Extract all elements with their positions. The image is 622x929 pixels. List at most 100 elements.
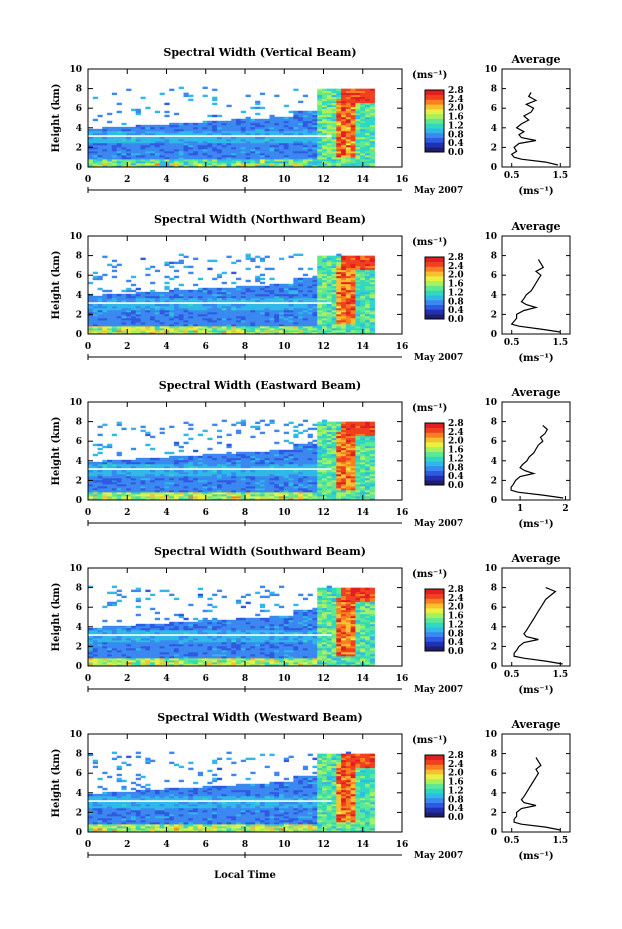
heatmap-cell xyxy=(331,120,337,124)
heatmap-cell xyxy=(341,90,347,94)
heatmap-cell xyxy=(298,126,304,130)
heatmap-cell xyxy=(312,162,318,166)
heatmap-cell xyxy=(255,142,261,146)
heatmap-cell xyxy=(259,164,266,168)
heatmap-cell xyxy=(130,160,137,164)
heatmap-cell xyxy=(231,160,237,164)
heatmap-cell xyxy=(317,325,323,329)
heatmap-cell xyxy=(360,148,366,152)
heatmap-cell xyxy=(111,477,118,481)
heatmap-cell xyxy=(169,323,175,327)
heatmap-cell xyxy=(341,433,347,437)
heatmap-cell xyxy=(312,497,318,501)
heatmap-cell xyxy=(269,491,275,495)
heatmap-cell xyxy=(341,148,347,152)
heatmap-cell xyxy=(369,293,375,297)
heatmap-cell xyxy=(102,150,108,154)
heatmap-cell xyxy=(221,327,227,331)
heatmap-cell xyxy=(293,443,299,447)
heatmap-cell xyxy=(336,122,342,126)
heatmap-cell xyxy=(331,317,337,321)
heatmap-cell xyxy=(226,152,232,156)
heatmap-cell xyxy=(212,154,218,158)
heatmap-cell xyxy=(326,487,332,491)
heatmap-cell xyxy=(341,94,347,98)
heatmap-cell xyxy=(336,297,342,301)
colorbar-segment xyxy=(425,94,444,100)
heatmap-cell xyxy=(221,126,227,130)
heatmap-cell xyxy=(259,144,266,148)
heatmap-cell xyxy=(188,154,194,158)
profile-frame xyxy=(501,235,571,335)
heatmap-cell xyxy=(312,291,318,295)
heatmap-cell xyxy=(202,128,208,132)
heatmap-cell xyxy=(97,325,103,329)
heatmap-cell xyxy=(107,130,113,134)
heatmap-cell xyxy=(102,144,108,148)
heatmap-cell xyxy=(240,110,246,114)
heatmap-cell xyxy=(130,293,137,297)
heatmap-cell xyxy=(364,116,371,120)
heatmap-cell xyxy=(259,289,266,293)
heatmap-cell xyxy=(350,493,356,497)
heatmap-cell xyxy=(88,295,94,299)
heatmap-cell xyxy=(341,108,347,112)
heatmap-cell xyxy=(178,164,184,168)
heatmap-cell xyxy=(111,463,118,467)
heatmap-cell xyxy=(145,479,151,483)
heatmap-cell xyxy=(126,489,132,493)
heatmap-cell xyxy=(283,160,289,164)
heatmap-cell xyxy=(293,323,299,327)
heatmap-cell xyxy=(164,126,170,130)
heatmap-cell xyxy=(274,94,280,98)
heatmap-cell xyxy=(288,291,294,295)
heatmap-cell xyxy=(207,297,213,301)
heatmap-cell xyxy=(250,469,256,473)
heatmap-cell xyxy=(145,489,151,493)
heatmap-cell xyxy=(193,465,199,469)
heatmap-cell xyxy=(126,148,132,152)
heatmap-cell xyxy=(178,305,184,309)
heatmap-cell xyxy=(107,489,113,493)
heatmap-cell xyxy=(193,449,199,453)
heatmap-cell xyxy=(250,146,256,150)
heatmap-cell xyxy=(197,289,204,293)
heatmap-cell xyxy=(312,311,318,315)
heatmap-cell xyxy=(97,144,103,148)
heatmap-cell xyxy=(350,301,356,305)
heatmap-cell xyxy=(107,148,113,152)
heatmap-cell xyxy=(250,465,256,469)
heatmap-cell xyxy=(245,267,251,271)
heatmap-cell xyxy=(202,497,208,501)
heatmap-cell xyxy=(159,140,165,144)
heatmap-cell xyxy=(126,479,132,483)
heatmap-cell xyxy=(154,160,161,164)
heatmap-cell xyxy=(364,160,371,164)
heatmap-cell xyxy=(197,489,204,493)
heatmap-cell xyxy=(188,146,194,150)
heatmap-cell xyxy=(307,317,313,321)
heatmap-cell xyxy=(88,142,94,146)
heatmap-cell xyxy=(326,154,332,158)
heatmap-cell xyxy=(130,487,137,491)
heatmap-cell xyxy=(183,469,189,473)
heatmap-cell xyxy=(193,257,199,261)
heatmap-cell xyxy=(88,136,94,140)
heatmap-cell xyxy=(350,102,356,106)
heatmap-cell xyxy=(326,98,332,102)
heatmap-cell xyxy=(173,158,180,162)
heatmap-cell xyxy=(298,291,304,295)
heatmap-cell xyxy=(102,493,108,497)
heatmap-cell xyxy=(312,459,318,463)
heatmap-cell xyxy=(102,156,108,160)
heatmap-cell xyxy=(216,162,223,166)
heatmap-cell xyxy=(150,152,156,156)
heatmap-cell xyxy=(197,122,204,126)
heatmap-cell xyxy=(322,303,328,307)
heatmap-cell xyxy=(283,469,289,473)
heatmap-cell xyxy=(154,325,161,329)
heatmap-cell xyxy=(150,144,156,148)
heatmap-cell xyxy=(283,156,289,160)
heatmap-cell xyxy=(355,295,361,299)
heatmap-cell xyxy=(212,485,218,489)
